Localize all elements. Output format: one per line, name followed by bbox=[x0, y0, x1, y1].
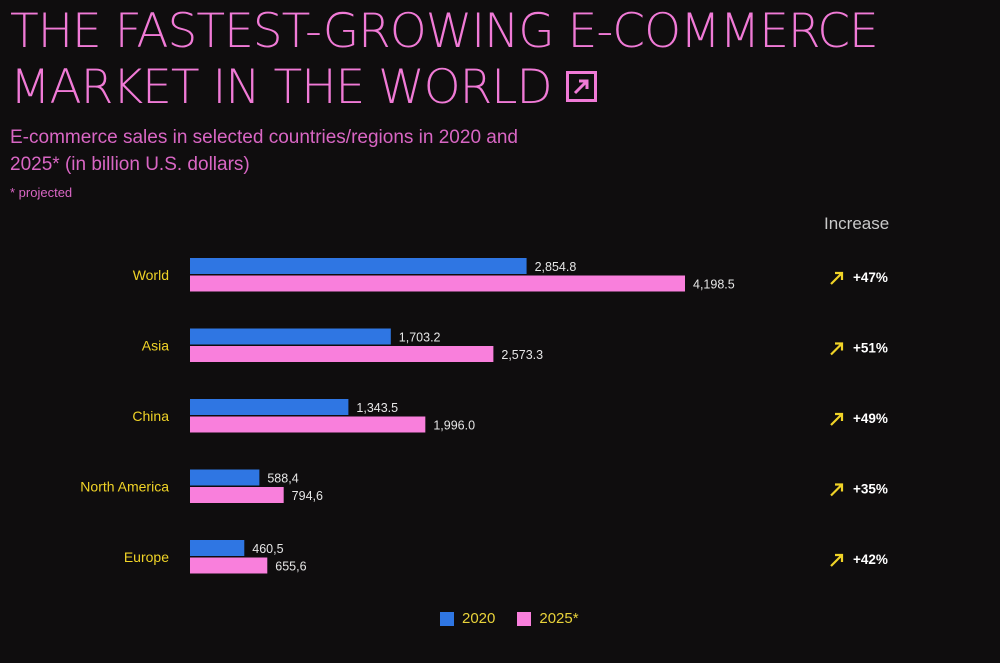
projected-note: * projected bbox=[10, 185, 73, 200]
bar-europe-2025 bbox=[190, 557, 268, 574]
bar-europe-2020 bbox=[190, 540, 245, 556]
title-line-2-text: MARKET IN THE WORLD bbox=[10, 60, 553, 115]
title-line-1: THE FASTEST-GROWING E-COMMERCE bbox=[10, 4, 879, 59]
increase-value-europe: +42% bbox=[853, 552, 888, 567]
category-label-china: China bbox=[132, 408, 169, 424]
chart-subtitle: E-commerce sales in selected countries/r… bbox=[10, 127, 518, 175]
value-label-north-america-2025: 794,6 bbox=[292, 489, 323, 503]
legend-item-2020: 2020 bbox=[440, 610, 495, 627]
increase-header: Increase bbox=[824, 214, 890, 233]
increase-value-north-america: +35% bbox=[853, 482, 888, 497]
legend-label-2020: 2020 bbox=[462, 610, 496, 627]
bar-asia-2020 bbox=[190, 328, 391, 345]
chart-title: THE FASTEST-GROWING E-COMMERCE MARKET IN… bbox=[10, 4, 879, 116]
value-label-europe-2025: 655,6 bbox=[275, 560, 306, 574]
increase-value-asia: +51% bbox=[853, 341, 888, 356]
value-label-china-2020: 1,343.5 bbox=[356, 401, 398, 415]
increase-value-world: +47% bbox=[853, 270, 888, 285]
bar-chart: World 2,854.8 4,198.5 +47% Asia 1,703.2 2,573.… bbox=[80, 258, 888, 574]
increase-value-china: +49% bbox=[853, 411, 888, 426]
category-label-north-america: North America bbox=[80, 479, 169, 495]
arrow-up-right-icon bbox=[830, 412, 844, 426]
legend-label-2025: 2025* bbox=[539, 610, 579, 627]
value-label-north-america-2020: 588,4 bbox=[267, 472, 298, 486]
bar-north-america-2025 bbox=[190, 487, 284, 503]
value-label-world-2020: 2,854.8 bbox=[535, 260, 577, 274]
bar-asia-2025 bbox=[190, 346, 494, 362]
bar-china-2020 bbox=[190, 399, 349, 415]
value-label-asia-2020: 1,703.2 bbox=[399, 331, 441, 345]
arrow-up-right-icon[interactable] bbox=[565, 71, 597, 102]
bar-north-america-2020 bbox=[190, 469, 260, 486]
arrow-up-right-icon bbox=[830, 342, 844, 356]
chart-legend: 2020 2025* bbox=[440, 610, 579, 627]
value-label-china-2025: 1,996.0 bbox=[433, 419, 475, 433]
bar-world-2025 bbox=[190, 275, 685, 292]
legend-item-2025: 2025* bbox=[517, 610, 579, 627]
value-label-asia-2025: 2,573.3 bbox=[501, 348, 543, 362]
arrow-up-right-icon bbox=[830, 483, 844, 497]
bar-world-2020 bbox=[190, 258, 527, 274]
bar-china-2025 bbox=[190, 416, 426, 433]
category-label-europe: Europe bbox=[124, 549, 169, 565]
legend-swatch-2020 bbox=[440, 611, 454, 626]
legend-swatch-2025 bbox=[517, 611, 532, 626]
category-label-world: World bbox=[133, 267, 169, 283]
category-label-asia: Asia bbox=[142, 338, 169, 354]
value-label-europe-2020: 460,5 bbox=[252, 542, 283, 556]
title-line-2: MARKET IN THE WORLD bbox=[10, 60, 878, 116]
arrow-up-right-icon bbox=[830, 271, 844, 285]
arrow-up-right-icon bbox=[830, 553, 844, 567]
value-label-world-2025: 4,198.5 bbox=[693, 278, 735, 292]
